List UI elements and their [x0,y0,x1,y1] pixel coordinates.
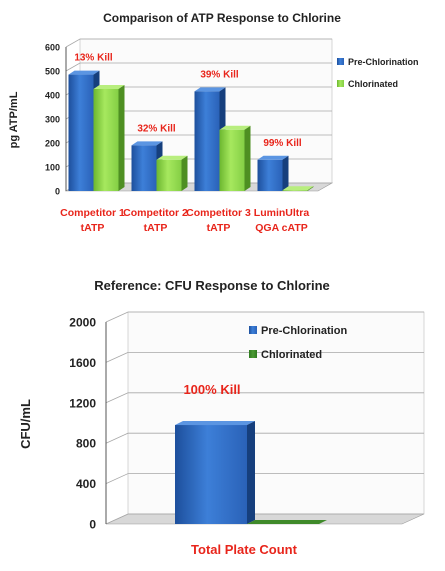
chart-title: Comparison of ATP Response to Chlorine [103,11,341,25]
bar-pre [175,421,255,524]
y-tick-label: 1200 [69,396,96,410]
bar-chlorinated [93,85,125,191]
x-category-label: Competitor 2 [123,207,188,219]
x-category-label: Competitor 1 [60,207,125,219]
bar-top [93,85,125,89]
bar-top [194,87,226,92]
chart-title: Reference: CFU Response to Chlorine [94,278,330,293]
bar-top [247,520,327,524]
bar-top [131,141,163,146]
bar-chlorinated [156,155,188,191]
y-tick-label: 800 [76,437,96,451]
y-tick-label: 500 [45,67,60,77]
bar-top [219,125,251,130]
bar-top [175,421,255,426]
cfu-chart: Reference: CFU Response to Chlorine CFU/… [18,278,425,557]
y-tick-label: 300 [45,115,60,125]
bar-face [131,145,157,191]
y-tick-label: 2000 [69,316,96,330]
bar-side [118,85,125,191]
x-category-label: tATP [207,222,231,234]
y-axis-label: CFU/mL [18,399,33,449]
kill-annotation: 32% Kill [137,123,176,134]
x-category-label: Total Plate Count [191,542,298,557]
bar-side [282,155,289,191]
bar-chlorinated [247,520,327,524]
bar-top [156,155,188,160]
legend-label-pre: Pre-Chlorination [348,57,419,67]
bar-top [68,70,100,75]
atp-chart: Comparison of ATP Response to Chlorine p… [8,11,419,234]
gridline [105,513,424,525]
bar-chlorinated [282,186,314,191]
legend-swatch-chlorinated [249,350,257,358]
gridline [65,38,332,48]
kill-annotation: 39% Kill [200,69,239,80]
bar-face [219,129,245,191]
gridline [65,62,332,72]
y-tick-label: 400 [76,477,96,491]
bar-side [307,186,314,191]
bar-top [257,155,289,160]
bar-face [282,190,308,191]
y-tick-label: 200 [45,139,60,149]
gridline [105,432,424,444]
bar-face [156,159,182,191]
y-tick-label: 600 [45,43,60,53]
gridline [105,473,424,484]
bar-top [282,186,314,191]
bar-face [175,425,247,524]
y-tick-label: 0 [89,518,96,532]
y-tick-label: 1600 [69,356,96,370]
kill-annotation: 99% Kill [263,138,302,149]
plot-back-wall [127,311,425,515]
bar-side [247,421,255,524]
y-tick-label: 400 [45,91,60,101]
bar-face [257,159,283,191]
legend-swatch-pre [337,58,344,65]
y-tick-label: 0 [55,187,60,197]
x-category-label: Competitor 3 [186,207,251,219]
bar-face [68,74,94,191]
bar-side [181,155,188,191]
legend-swatch-pre [249,326,257,334]
x-category-label: tATP [81,222,105,234]
gridline [105,311,424,323]
kill-annotation: 13% Kill [74,53,113,64]
y-tick-label: 100 [45,163,60,173]
legend-label-chlorinated: Chlorinated [348,79,398,89]
legend-label-chlorinated: Chlorinated [261,349,322,361]
bar-chlorinated [219,125,251,191]
x-category-label: LuminUltra [254,207,310,219]
y-axis-label: pg ATP/mL [8,91,20,148]
gridline [105,392,424,404]
bar-side [244,125,251,191]
bar-pre [257,155,289,191]
x-category-label: QGA cATP [255,222,308,234]
legend-label-pre: Pre-Chlorination [261,325,347,337]
kill-annotation: 100% Kill [183,382,240,397]
legend-swatch-chlorinated [337,80,344,87]
gridline [105,352,424,363]
bar-face [194,91,220,191]
bar-face [93,89,119,191]
x-category-label: tATP [144,222,168,234]
